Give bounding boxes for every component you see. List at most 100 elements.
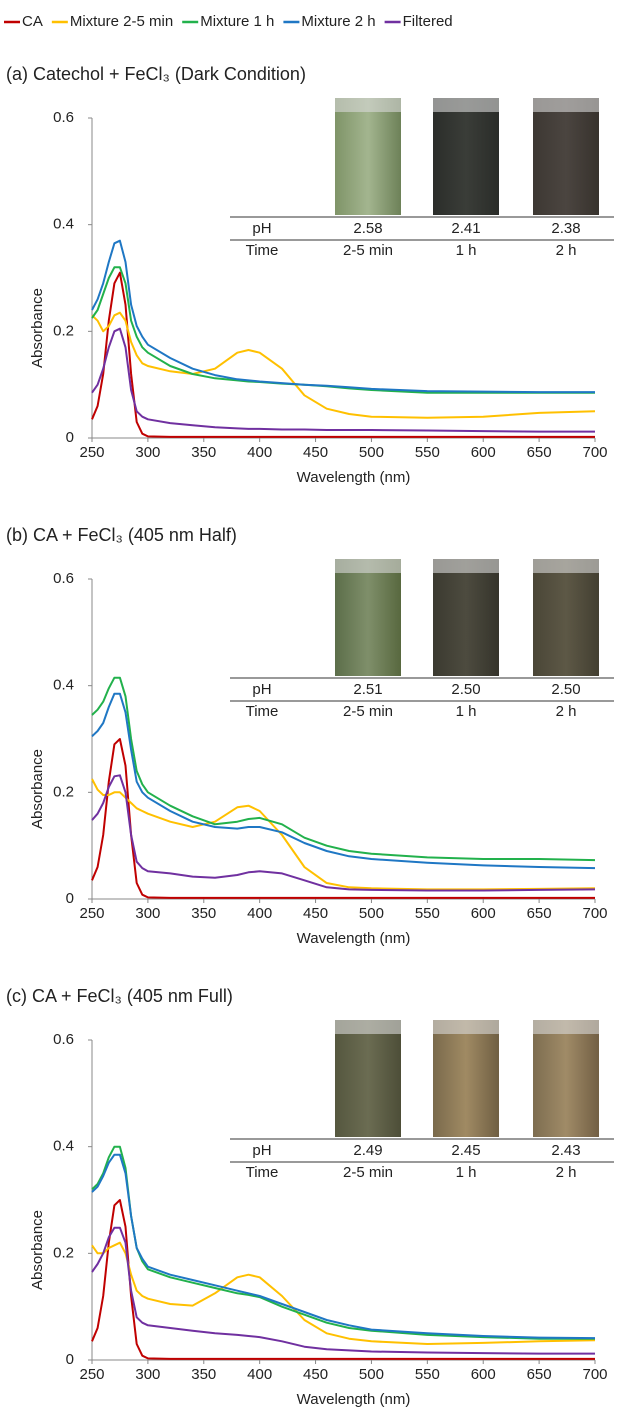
- vial-cap: [533, 559, 599, 573]
- x-tick-label: 700: [582, 444, 607, 461]
- vial-photo: [533, 559, 599, 676]
- x-tick-label: 300: [135, 905, 160, 922]
- table-cell: 2.38: [551, 220, 580, 237]
- y-tick-label: 0.2: [53, 783, 74, 800]
- x-tick-label: 250: [79, 444, 104, 461]
- vial-cap: [335, 98, 401, 112]
- legend-label: Filtered: [403, 13, 453, 30]
- table-cell: 2.50: [551, 681, 580, 698]
- x-tick-label: 300: [135, 444, 160, 461]
- x-tick-label: 600: [471, 444, 496, 461]
- y-tick-label: 0.6: [53, 570, 74, 587]
- series-line: [92, 1243, 595, 1344]
- x-tick-label: 500: [359, 1366, 384, 1383]
- vial-photo: [433, 1020, 499, 1137]
- table-cell: 2.50: [451, 681, 480, 698]
- y-tick-label: 0.4: [53, 677, 74, 694]
- y-tick-label: 0: [66, 890, 74, 907]
- x-tick-label: 400: [247, 905, 272, 922]
- vial-cap: [335, 559, 401, 573]
- legend-label: Mixture 2-5 min: [70, 13, 173, 30]
- x-tick-label: 550: [415, 444, 440, 461]
- table-cell: 2.45: [451, 1142, 480, 1159]
- vial-cap: [533, 1020, 599, 1034]
- series-line: [92, 775, 595, 890]
- chart-title: (b) CA + FeCl₃ (405 nm Half): [6, 525, 237, 545]
- chart-title: (c) CA + FeCl₃ (405 nm Full): [6, 986, 233, 1006]
- table-cell: 1 h: [456, 1164, 477, 1181]
- table-cell: Time: [246, 703, 279, 720]
- vial-cap: [533, 98, 599, 112]
- x-axis-label: Wavelength (nm): [297, 469, 411, 486]
- x-tick-label: 650: [527, 1366, 552, 1383]
- y-tick-label: 0.6: [53, 109, 74, 126]
- vial-photo: [335, 559, 401, 676]
- table-cell: 2.41: [451, 220, 480, 237]
- legend-label: Mixture 1 h: [200, 13, 274, 30]
- table-cell: Time: [246, 242, 279, 259]
- x-tick-label: 700: [582, 1366, 607, 1383]
- x-tick-label: 500: [359, 444, 384, 461]
- figure: CA Mixture 2-5 min Mixture 1 h Mixture 2 h F…: [0, 0, 619, 1424]
- vial-cap: [335, 1020, 401, 1034]
- x-axis-label: Wavelength (nm): [297, 930, 411, 947]
- y-tick-label: 0: [66, 1351, 74, 1368]
- x-tick-label: 350: [191, 444, 216, 461]
- vial-photo: [433, 559, 499, 676]
- y-axis-label: Absorbance: [29, 288, 46, 368]
- vial-cap: [433, 1020, 499, 1034]
- y-tick-label: 0.4: [53, 1138, 74, 1155]
- y-axis-label: Absorbance: [29, 749, 46, 829]
- x-axis-label: Wavelength (nm): [297, 1391, 411, 1408]
- chart-title: (a) Catechol + FeCl₃ (Dark Condition): [6, 64, 306, 84]
- x-tick-label: 400: [247, 444, 272, 461]
- y-tick-label: 0.6: [53, 1031, 74, 1048]
- table-cell: 2.51: [353, 681, 382, 698]
- x-tick-label: 500: [359, 905, 384, 922]
- x-tick-label: 350: [191, 905, 216, 922]
- table-cell: 2-5 min: [343, 1164, 393, 1181]
- table-cell: pH: [252, 681, 271, 698]
- x-tick-label: 250: [79, 1366, 104, 1383]
- series-line: [92, 1228, 595, 1354]
- series-line: [92, 1200, 595, 1359]
- table-cell: 1 h: [456, 242, 477, 259]
- table-cell: 2-5 min: [343, 703, 393, 720]
- table-cell: 2 h: [556, 242, 577, 259]
- legend-label: CA: [22, 13, 43, 30]
- x-tick-label: 600: [471, 1366, 496, 1383]
- x-tick-label: 250: [79, 905, 104, 922]
- y-tick-label: 0.2: [53, 1244, 74, 1261]
- table-cell: 1 h: [456, 703, 477, 720]
- x-tick-label: 450: [303, 444, 328, 461]
- vial-photo: [433, 98, 499, 215]
- vial-photo: [533, 1020, 599, 1137]
- vial-cap: [433, 559, 499, 573]
- x-tick-label: 400: [247, 1366, 272, 1383]
- x-tick-label: 650: [527, 444, 552, 461]
- series-line: [92, 241, 595, 392]
- legend-label: Mixture 2 h: [301, 13, 375, 30]
- x-tick-label: 600: [471, 905, 496, 922]
- table-cell: 2 h: [556, 703, 577, 720]
- table-cell: 2.43: [551, 1142, 580, 1159]
- vial-photo: [533, 98, 599, 215]
- y-tick-label: 0.2: [53, 322, 74, 339]
- x-tick-label: 550: [415, 1366, 440, 1383]
- series-line: [92, 1155, 595, 1338]
- series-line: [92, 329, 595, 432]
- series-line: [92, 267, 595, 392]
- table-cell: 2 h: [556, 1164, 577, 1181]
- table-cell: 2.58: [353, 220, 382, 237]
- x-tick-label: 550: [415, 905, 440, 922]
- table-cell: Time: [246, 1164, 279, 1181]
- y-tick-label: 0: [66, 429, 74, 446]
- vial-cap: [433, 98, 499, 112]
- vial-photo: [335, 1020, 401, 1137]
- table-cell: pH: [252, 1142, 271, 1159]
- table-cell: pH: [252, 220, 271, 237]
- x-tick-label: 350: [191, 1366, 216, 1383]
- x-tick-label: 450: [303, 1366, 328, 1383]
- x-tick-label: 450: [303, 905, 328, 922]
- x-tick-label: 700: [582, 905, 607, 922]
